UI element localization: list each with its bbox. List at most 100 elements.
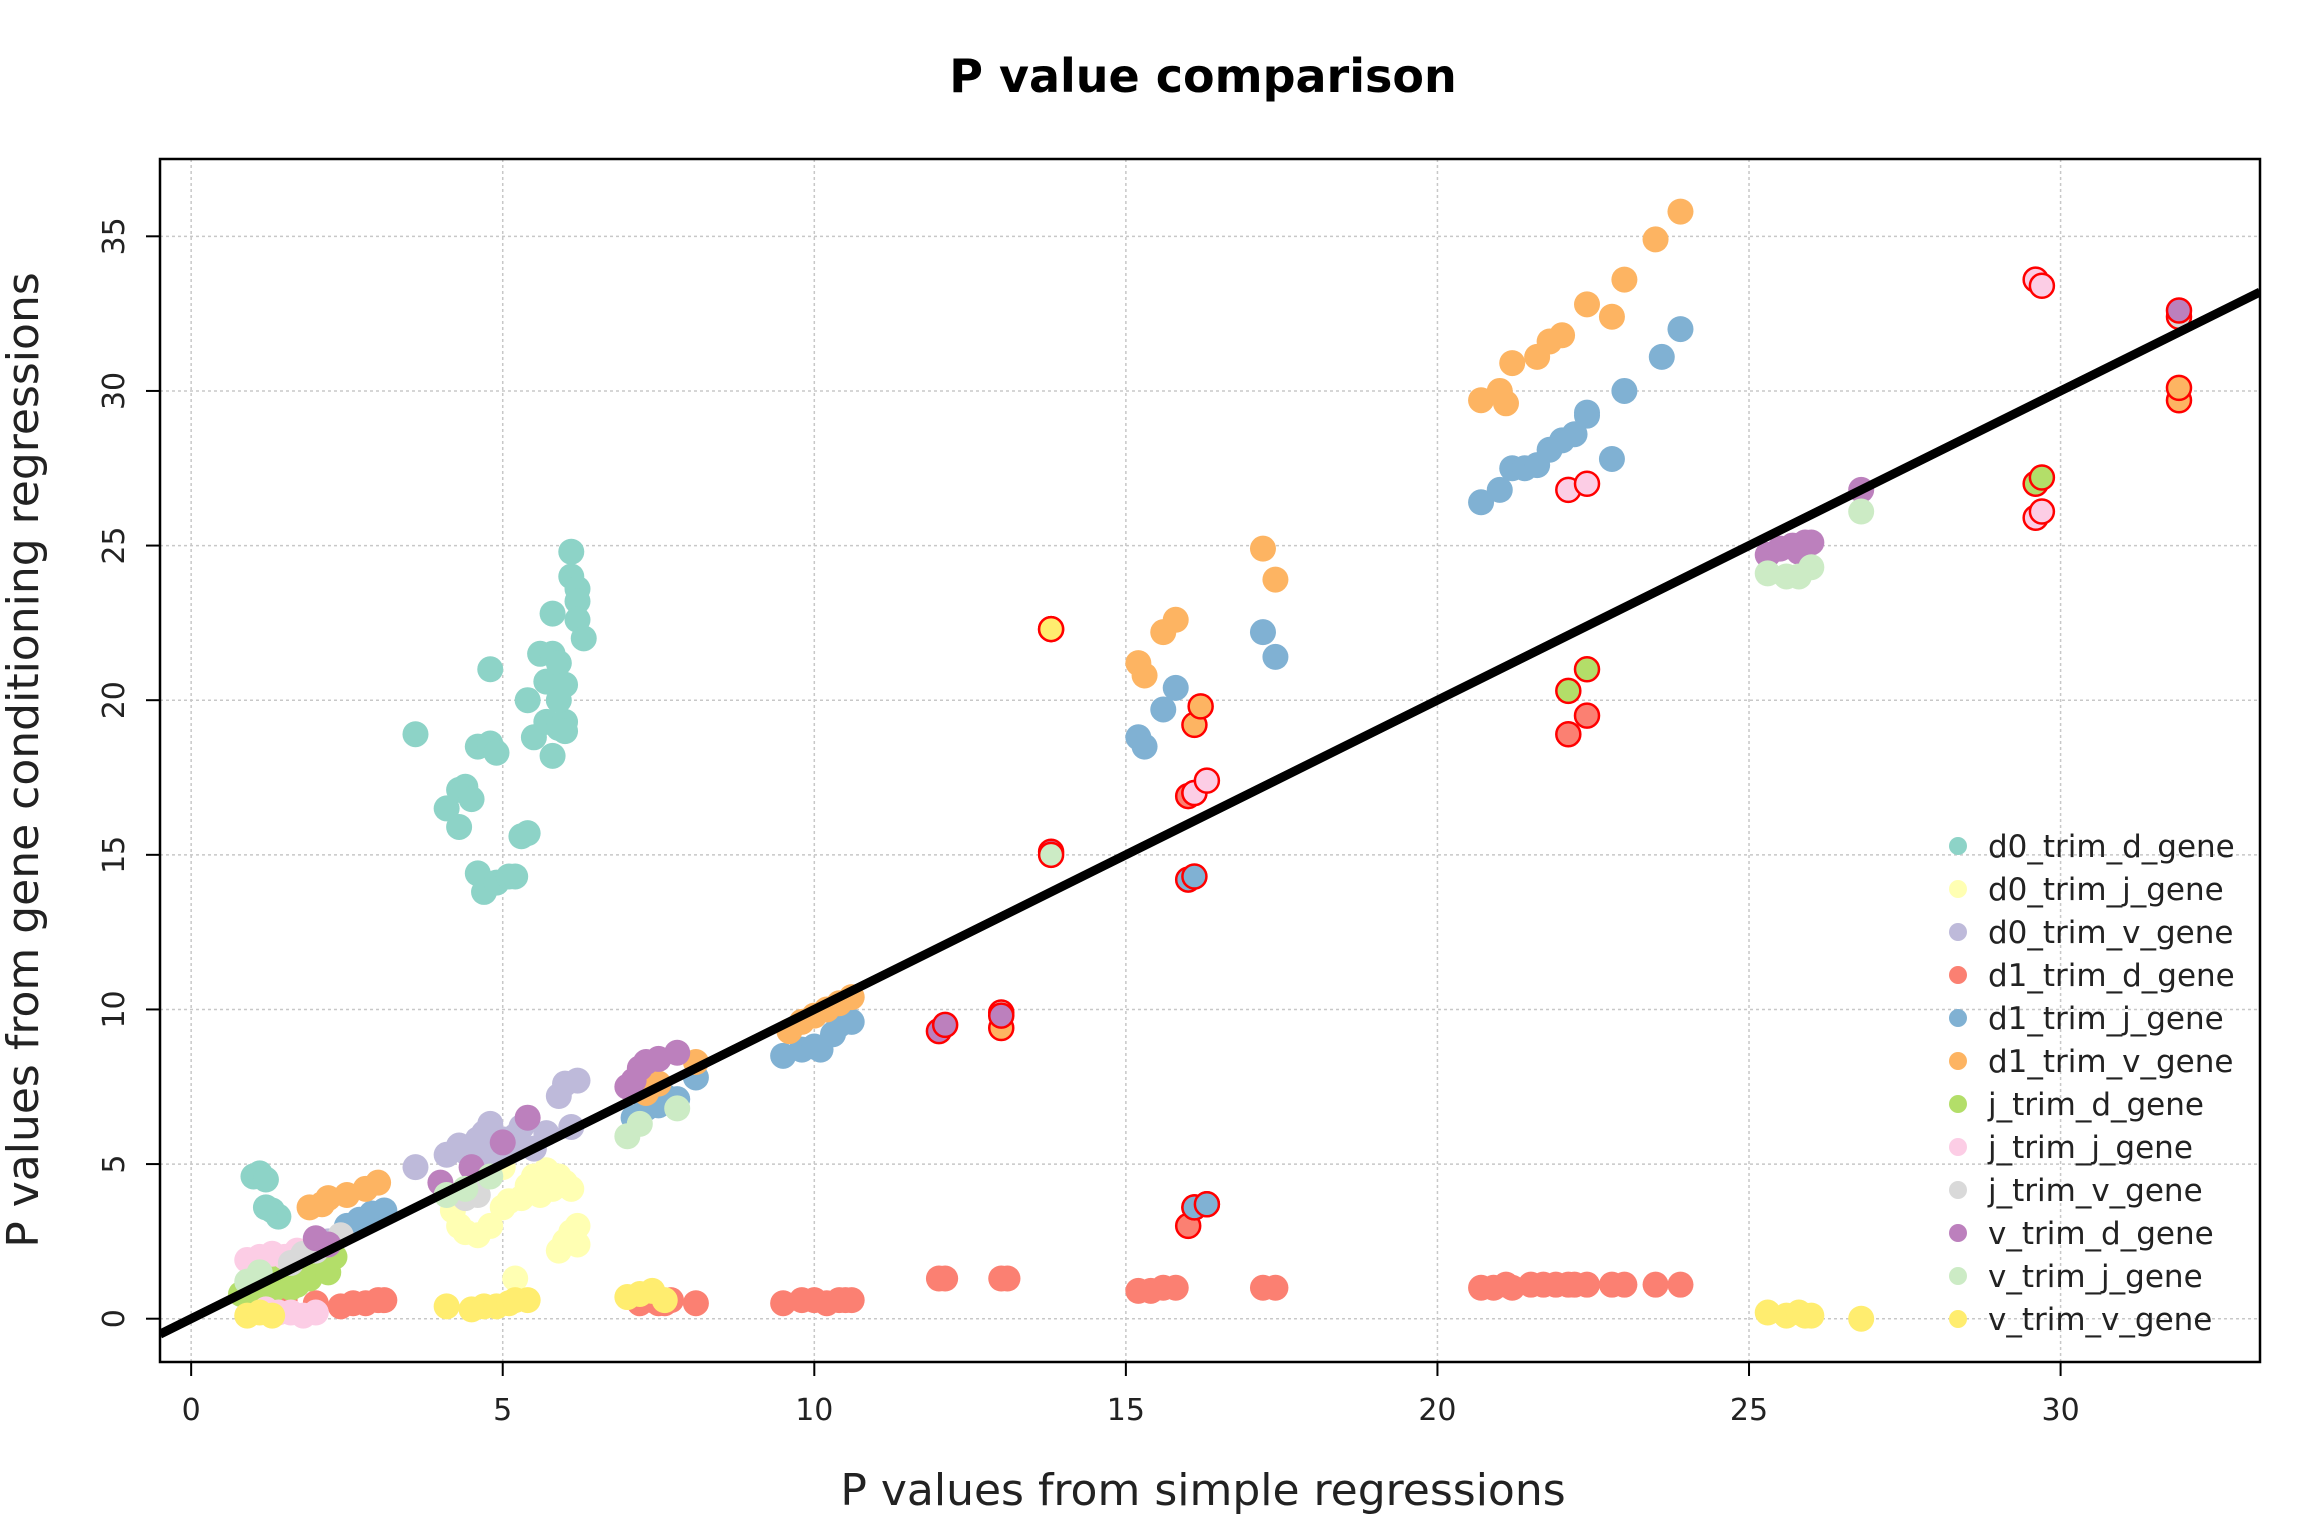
data-point xyxy=(1598,303,1625,330)
data-point xyxy=(252,1166,279,1193)
legend-label: d1_trim_j_gene xyxy=(1988,1001,2224,1037)
data-point xyxy=(838,1287,865,1314)
legend-label: v_trim_j_gene xyxy=(1988,1259,2203,1295)
data-point xyxy=(1499,350,1526,377)
data-point xyxy=(446,813,473,840)
y-tick-label: 0 xyxy=(97,1309,132,1328)
data-point xyxy=(1162,606,1189,633)
data-point xyxy=(1798,554,1825,581)
legend-marker xyxy=(1949,1224,1967,1242)
legend-label: j_trim_j_gene xyxy=(1987,1130,2193,1166)
data-point xyxy=(564,1231,591,1258)
x-tick-label: 5 xyxy=(493,1393,512,1428)
data-point xyxy=(1037,841,1065,869)
data-point xyxy=(664,1039,691,1066)
data-point xyxy=(545,687,572,714)
data-point xyxy=(277,1274,304,1301)
data-point xyxy=(402,721,429,748)
legend-marker xyxy=(1949,1009,1967,1027)
data-point xyxy=(1549,322,1576,349)
legend-marker xyxy=(1949,880,1967,898)
reference-line-group xyxy=(160,287,2260,1339)
data-point xyxy=(932,1265,959,1292)
data-point xyxy=(1193,767,1221,794)
data-point xyxy=(1249,619,1276,646)
data-point xyxy=(483,739,510,766)
data-point xyxy=(564,1067,591,1094)
chart-title: P value comparison xyxy=(949,49,1456,103)
x-tick-label: 15 xyxy=(1107,1393,1145,1428)
data-point xyxy=(1181,863,1208,890)
data-point xyxy=(1262,643,1289,670)
data-point xyxy=(570,625,597,652)
data-point xyxy=(1667,316,1694,343)
data-point xyxy=(1162,674,1189,701)
data-point xyxy=(365,1169,392,1196)
data-point xyxy=(1648,343,1675,370)
data-point xyxy=(514,1104,541,1131)
x-tick-label: 30 xyxy=(2041,1393,2079,1428)
legend-marker xyxy=(1949,1267,1967,1285)
legend-label: v_trim_v_gene xyxy=(1988,1302,2212,1338)
data-point xyxy=(564,588,591,615)
data-point xyxy=(1642,226,1669,253)
y-tick-label: 35 xyxy=(97,217,132,255)
series-d1_trim_v_gene xyxy=(296,198,2193,1221)
data-point xyxy=(371,1287,398,1314)
data-point xyxy=(302,1299,329,1326)
data-point xyxy=(2165,297,2193,324)
legend-marker xyxy=(1949,1181,1967,1199)
data-point xyxy=(1150,696,1177,723)
data-point xyxy=(552,718,579,745)
data-point xyxy=(558,538,585,565)
data-point xyxy=(994,1265,1021,1292)
data-point xyxy=(514,687,541,714)
data-point xyxy=(1555,677,1582,705)
data-point xyxy=(2165,374,2193,402)
data-point xyxy=(2028,464,2056,491)
data-point xyxy=(1037,615,1065,643)
data-point xyxy=(259,1302,286,1329)
data-points xyxy=(228,198,2193,1332)
data-point xyxy=(1598,445,1625,472)
data-point xyxy=(564,1212,591,1239)
data-point xyxy=(1262,1274,1289,1301)
y-axis-label: P values from gene conditioning regressi… xyxy=(0,272,49,1248)
data-point xyxy=(664,1095,691,1122)
legend-marker xyxy=(1949,1310,1967,1328)
legend-marker xyxy=(1949,1052,1967,1070)
data-point xyxy=(514,1287,541,1314)
data-point xyxy=(1162,1274,1189,1301)
data-point xyxy=(1574,399,1601,426)
data-point xyxy=(433,1293,460,1320)
data-point xyxy=(1611,1271,1638,1298)
data-point xyxy=(987,1002,1015,1029)
data-point xyxy=(1667,198,1694,225)
legend-label: d0_trim_v_gene xyxy=(1988,915,2233,951)
legend-label: d0_trim_j_gene xyxy=(1988,872,2224,908)
data-point xyxy=(433,795,460,822)
data-point xyxy=(558,1175,585,1202)
legend-label: j_trim_d_gene xyxy=(1987,1087,2204,1123)
legend-label: d1_trim_v_gene xyxy=(1988,1044,2233,1080)
legend-marker xyxy=(1949,1095,1967,1113)
x-tick-label: 20 xyxy=(1418,1393,1456,1428)
data-point xyxy=(626,1110,653,1137)
data-point xyxy=(1574,291,1601,318)
data-point xyxy=(1574,1271,1601,1298)
data-point xyxy=(545,650,572,677)
legend-marker xyxy=(1949,837,1967,855)
y-tick-label: 5 xyxy=(97,1155,132,1174)
legend-label: j_trim_v_gene xyxy=(1987,1173,2203,1209)
data-point xyxy=(651,1287,678,1314)
x-axis-label: P values from simple regressions xyxy=(840,1465,1565,1516)
data-point xyxy=(1249,535,1276,562)
data-point xyxy=(539,742,566,769)
data-point xyxy=(1555,720,1582,748)
reference-line xyxy=(160,287,2260,1339)
data-point xyxy=(1642,1271,1669,1298)
data-point xyxy=(1667,1271,1694,1298)
data-point xyxy=(2028,272,2056,300)
legend-label: v_trim_d_gene xyxy=(1988,1216,2214,1252)
